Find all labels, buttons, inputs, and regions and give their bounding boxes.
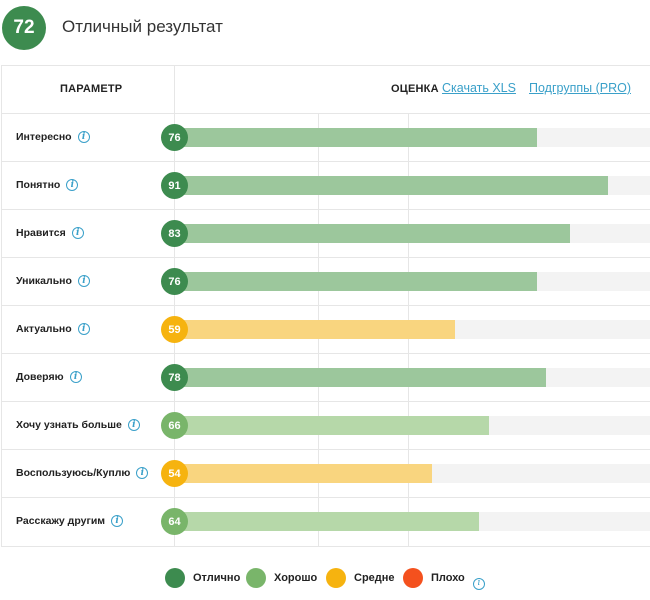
row-label-text: Воспользуюсь/Куплю — [16, 467, 131, 479]
legend-item-good: Хорошо — [246, 568, 317, 588]
info-icon[interactable]: i — [127, 419, 140, 431]
legend-label-excellent: Отлично — [193, 572, 241, 584]
legend-label-good: Хорошо — [274, 572, 318, 584]
legend: Отлично Хорошо Средне Плохо i — [0, 568, 650, 590]
bar-fill — [174, 368, 547, 387]
bar-fill — [174, 176, 609, 195]
row-label: Актуально i — [16, 323, 90, 335]
legend-label-average: Средне — [354, 572, 395, 584]
summary-title: Отличный результат — [62, 17, 223, 36]
legend-dot-bad — [403, 568, 423, 588]
legend-item-excellent: Отлично — [165, 568, 240, 588]
row-label: Расскажу другим i — [16, 515, 124, 527]
bar-track — [174, 128, 650, 147]
score-badge-excellent: 76 — [161, 268, 188, 295]
bar-track — [174, 224, 650, 243]
bar-track — [174, 512, 650, 531]
row-label-text: Понятно — [16, 179, 61, 191]
bar-track — [174, 272, 650, 291]
row-label: Воспользуюсь/Куплю i — [16, 467, 149, 479]
bar-fill — [174, 416, 489, 435]
bar-track — [174, 464, 650, 483]
table-row: Воспользуюсь/Куплю i 54 — [2, 450, 650, 498]
legend-dot-excellent — [165, 568, 185, 588]
score-badge-good: 64 — [161, 508, 188, 535]
bar-fill — [174, 272, 537, 291]
legend-dot-average — [326, 568, 346, 588]
info-icon[interactable]: i — [473, 577, 485, 590]
table-row: Доверяю i 78 — [2, 354, 650, 402]
legend-item-bad: Плохо — [403, 568, 465, 588]
score-badge-average: 59 — [161, 316, 188, 343]
info-icon[interactable]: i — [69, 371, 82, 383]
info-icon[interactable]: i — [77, 131, 90, 143]
info-icon[interactable]: i — [111, 515, 124, 527]
info-icon[interactable]: i — [77, 323, 90, 335]
score-badge: 72 — [2, 6, 46, 50]
row-label: Интересно i — [16, 131, 90, 143]
param-column-header: ПАРАМЕТР — [60, 83, 123, 95]
score-column-header: ОЦЕНКА — [391, 83, 439, 95]
table-row: Понятно i 91 — [2, 162, 650, 210]
info-icon[interactable]: i — [136, 467, 149, 479]
info-icon[interactable]: i — [77, 275, 90, 287]
table-row: Уникально i 76 — [2, 258, 650, 306]
info-icon[interactable]: i — [66, 179, 79, 191]
score-badge-good: 66 — [161, 412, 188, 439]
legend-info[interactable]: i — [473, 572, 485, 590]
bar-track — [174, 320, 650, 339]
score-badge-excellent: 78 — [161, 364, 188, 391]
table-row: Расскажу другим i 64 — [2, 498, 650, 546]
table-row: Хочу узнать больше i 66 — [2, 402, 650, 450]
row-label-text: Актуально — [16, 323, 72, 335]
legend-dot-good — [246, 568, 266, 588]
row-label-text: Нравится — [16, 227, 66, 239]
info-icon[interactable]: i — [71, 227, 84, 239]
legend-label-bad: Плохо — [431, 572, 465, 584]
download-xls-link[interactable]: Скачать XLS — [442, 81, 516, 95]
bar-fill — [174, 224, 570, 243]
table-row: Нравится i 83 — [2, 210, 650, 258]
row-label: Понятно i — [16, 179, 79, 191]
row-label: Хочу узнать больше i — [16, 419, 140, 431]
bar-track — [174, 176, 650, 195]
table-row: Актуально i 59 — [2, 306, 650, 354]
row-label-text: Доверяю — [16, 371, 64, 383]
bar-fill — [174, 464, 432, 483]
bar-fill — [174, 512, 480, 531]
row-label-text: Расскажу другим — [16, 515, 106, 527]
bar-fill — [174, 128, 537, 147]
bar-fill — [174, 320, 456, 339]
bar-track — [174, 368, 650, 387]
score-badge-excellent: 83 — [161, 220, 188, 247]
row-label-text: Хочу узнать больше — [16, 419, 122, 431]
results-table: ПАРАМЕТР ОЦЕНКА Скачать XLS Подгруппы (P… — [1, 65, 650, 547]
score-badge-excellent: 91 — [161, 172, 188, 199]
row-label-text: Интересно — [16, 131, 72, 143]
bar-track — [174, 416, 650, 435]
score-badge-excellent: 76 — [161, 124, 188, 151]
row-label: Доверяю i — [16, 371, 82, 383]
table-header: ПАРАМЕТР ОЦЕНКА Скачать XLS Подгруппы (P… — [2, 66, 650, 114]
legend-item-average: Средне — [326, 568, 395, 588]
label-column-divider — [174, 66, 175, 546]
row-label: Уникально i — [16, 275, 90, 287]
row-label-text: Уникально — [16, 275, 72, 287]
row-label: Нравится i — [16, 227, 84, 239]
table-row: Интересно i 76 — [2, 114, 650, 162]
subgroups-pro-link[interactable]: Подгруппы (PRO) — [529, 81, 631, 95]
score-badge-average: 54 — [161, 460, 188, 487]
